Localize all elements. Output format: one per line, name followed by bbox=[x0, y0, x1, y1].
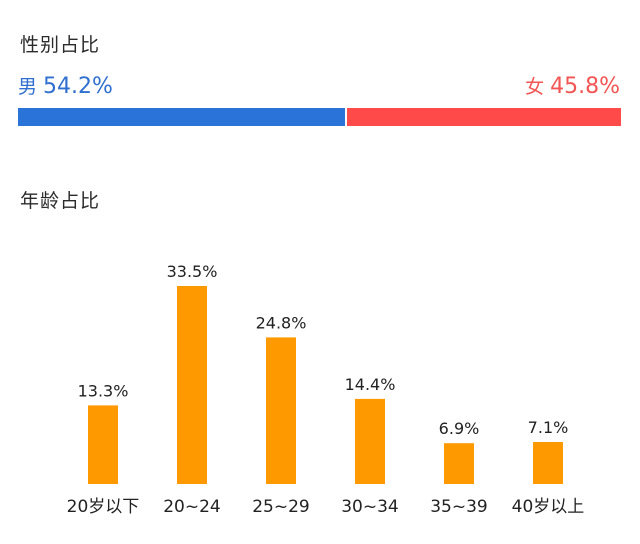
age-category-label: 20岁以下 bbox=[67, 497, 140, 517]
female-symbol: 女 bbox=[525, 76, 545, 98]
male-bar-segment bbox=[18, 108, 345, 126]
gender-ratio-bar bbox=[18, 108, 621, 126]
age-category-label: 40岁以上 bbox=[512, 497, 585, 517]
age-bar-value-label: 24.8% bbox=[256, 313, 307, 332]
female-percent: 45.8% bbox=[550, 74, 620, 99]
age-bar-value-label: 13.3% bbox=[78, 381, 129, 400]
age-bar-value-label: 14.4% bbox=[345, 375, 396, 394]
female-ratio-label: 女 45.8% bbox=[525, 72, 620, 102]
age-bar bbox=[177, 286, 207, 484]
female-bar-segment bbox=[347, 108, 621, 126]
age-bar-value-label: 6.9% bbox=[439, 419, 480, 438]
age-bar bbox=[266, 337, 296, 484]
age-bar bbox=[533, 442, 563, 484]
age-category-label: 30~34 bbox=[341, 497, 399, 517]
gender-section-title: 性别占比 bbox=[20, 34, 101, 56]
male-symbol: 男 bbox=[18, 76, 38, 98]
male-ratio-label: 男 54.2% bbox=[18, 72, 113, 102]
age-bar-value-label: 7.1% bbox=[528, 418, 569, 437]
male-percent: 54.2% bbox=[43, 74, 113, 99]
age-category-label: 20~24 bbox=[163, 497, 221, 517]
age-bar bbox=[444, 443, 474, 484]
age-bar bbox=[88, 405, 118, 484]
age-bar-value-label: 33.5% bbox=[167, 262, 218, 281]
age-category-label: 35~39 bbox=[430, 497, 488, 517]
age-bar bbox=[355, 398, 385, 484]
age-category-label: 25~29 bbox=[252, 497, 310, 517]
age-section-title: 年龄占比 bbox=[20, 190, 101, 212]
